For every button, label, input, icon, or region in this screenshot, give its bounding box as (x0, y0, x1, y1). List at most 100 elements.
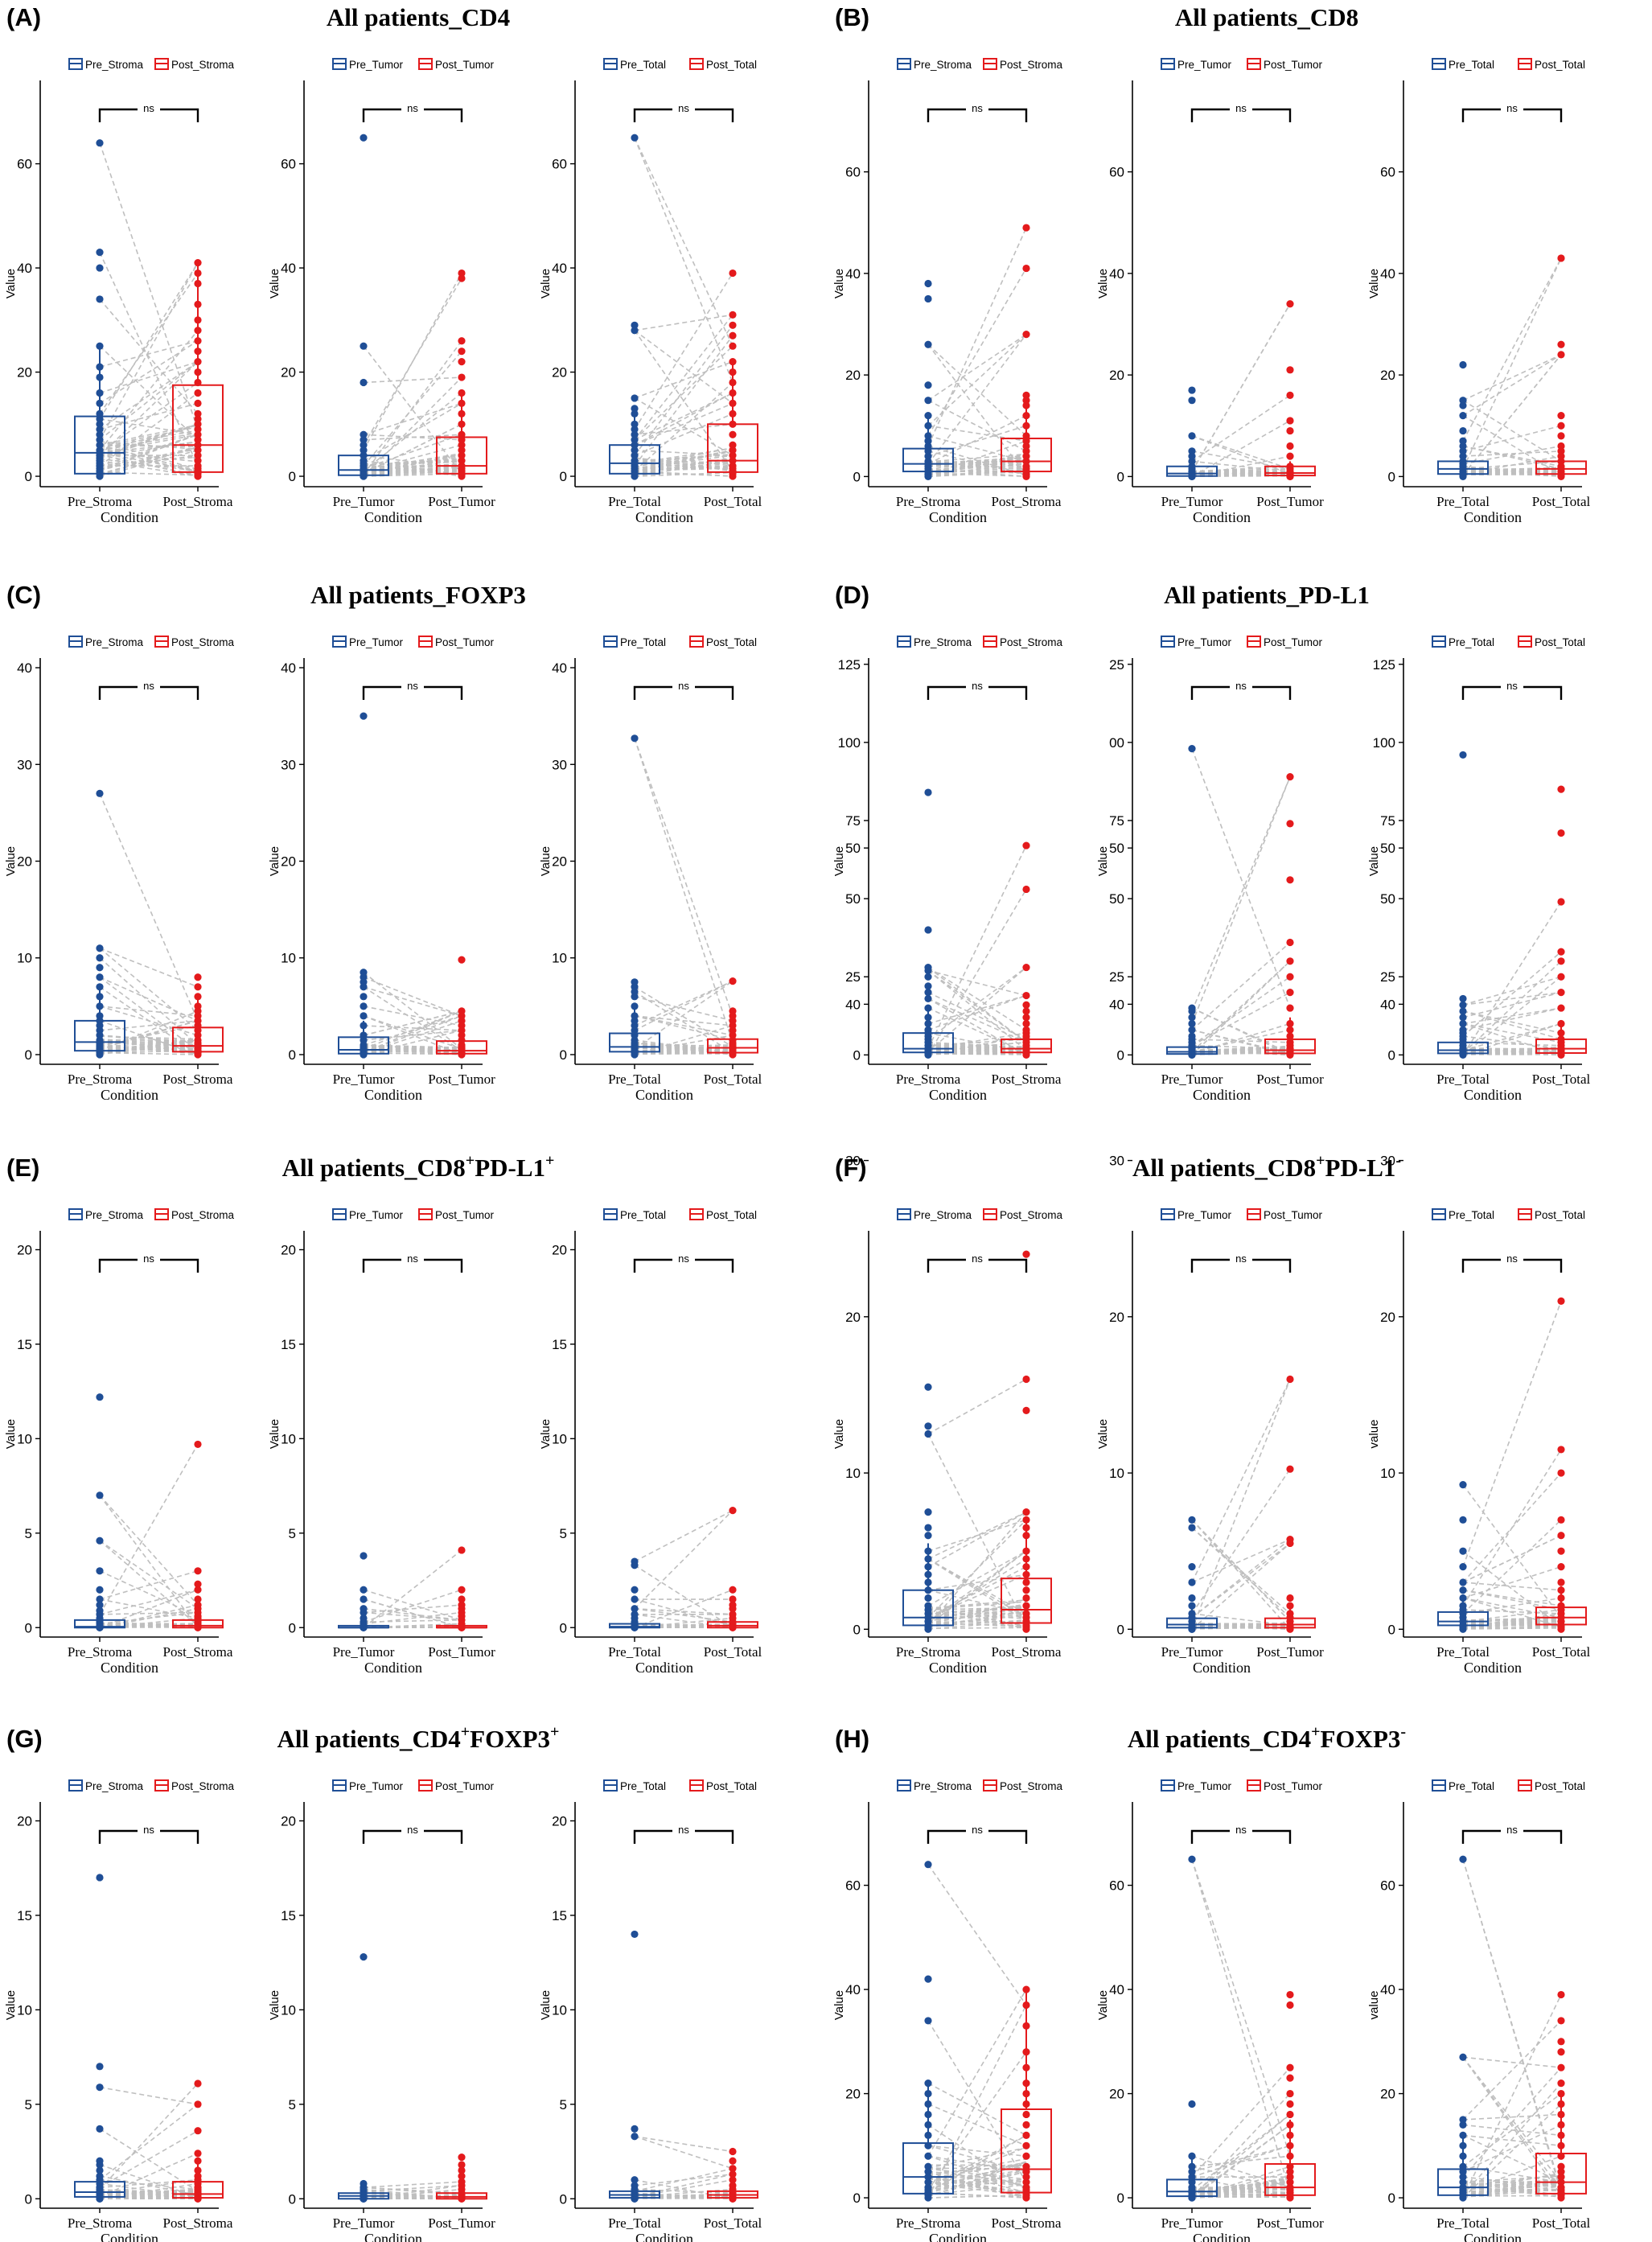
data-point (1188, 2183, 1196, 2191)
y-tick-label: 20 (1380, 368, 1395, 383)
subchart: Pre_Total Post_Total 0 20 40 60 Pre_Total Post_… (1367, 58, 1591, 525)
data-point (924, 2173, 932, 2181)
data-point (729, 1601, 737, 1609)
data-point (1557, 1532, 1565, 1540)
y-tick-label: 0 (1117, 1622, 1124, 1637)
significance-bracket: ns (362, 1253, 463, 1273)
legend: Pre_Tumor Post_Tumor (1161, 58, 1323, 71)
data-point (194, 337, 202, 345)
data-point (194, 420, 202, 428)
data-point (194, 1595, 202, 1603)
y-tick-label: 0 (289, 2191, 296, 2207)
panel-title: All patients_CD8 (1175, 3, 1358, 31)
legend-item: Post_Stroma (983, 1208, 1063, 1221)
data-point (1286, 2141, 1294, 2149)
paired-line (363, 402, 462, 462)
legend-item: Post_Stroma (983, 1779, 1063, 1792)
data-point (360, 1022, 368, 1030)
x-axis-title: Condition (101, 2231, 158, 2242)
data-point (1188, 2100, 1196, 2108)
points-pre (631, 734, 639, 1059)
points-post (1557, 1297, 1565, 1633)
legend-label: Post_Total (706, 1209, 757, 1221)
data-point (194, 269, 202, 278)
paired-line (99, 361, 199, 456)
data-point (1022, 2183, 1030, 2191)
y-axis-title: Value (268, 1990, 281, 2020)
legend: Pre_Stroma Post_Stroma (68, 636, 235, 648)
paired-line (927, 966, 1027, 1053)
significance-label: ns (678, 102, 689, 114)
significance-label: ns (407, 680, 418, 692)
y-tick-label: 0 (25, 1047, 32, 1063)
data-point (194, 2149, 202, 2158)
data-point (194, 1440, 202, 1449)
paired-lines (1462, 257, 1562, 477)
data-point (194, 358, 202, 366)
data-point (458, 269, 466, 278)
y-tick-label: 20 (281, 365, 296, 381)
y-tick-label: 20 (552, 1242, 567, 1257)
paired-lines (99, 1444, 199, 1629)
data-point (924, 294, 932, 303)
data-point (1557, 254, 1565, 262)
paired-line (363, 345, 462, 475)
y-tick-label: 10 (845, 1466, 861, 1481)
y-tick-label: 0 (289, 1620, 296, 1635)
data-point (194, 2172, 202, 2180)
data-point (1022, 2048, 1030, 2056)
data-point (1286, 2168, 1294, 2176)
x-tick-label: Post_Tumor (428, 494, 495, 509)
data-point (1459, 457, 1467, 466)
paired-line (99, 1570, 199, 1617)
data-point (1557, 2038, 1565, 2046)
data-point (1188, 2178, 1196, 2186)
legend: Pre_Tumor Post_Tumor (332, 636, 495, 648)
legend-item: Post_Stroma (154, 636, 235, 648)
panel-label: (A) (6, 3, 41, 31)
subchart: Pre_Total Post_Total 0 10 20 30 40 Pre_Total Pos… (539, 636, 762, 1103)
x-tick-label: Post_Tumor (1256, 2215, 1324, 2231)
data-point (1459, 1855, 1467, 1863)
significance-label: ns (972, 1253, 983, 1265)
data-point (96, 944, 104, 952)
x-tick-label: Post_Total (704, 1644, 762, 1660)
data-point (924, 1578, 932, 1586)
paired-line (927, 343, 1027, 437)
panel-title: All patients_PD-L1 (1164, 581, 1370, 609)
data-point (631, 327, 639, 335)
data-point (96, 954, 104, 962)
data-point (1459, 2131, 1467, 2139)
data-point (1459, 2121, 1467, 2129)
paired-line (1191, 303, 1291, 472)
data-point (1022, 422, 1030, 430)
data-point (729, 269, 737, 278)
data-point (96, 409, 104, 418)
data-point (729, 331, 737, 339)
data-point (194, 327, 202, 335)
data-point (1286, 773, 1294, 781)
data-point (924, 340, 932, 348)
data-point (924, 2100, 932, 2108)
x-tick-label: Post_Stroma (163, 1644, 233, 1660)
y-tick-label: 60 (1380, 1878, 1395, 1894)
y-tick-label: 20 (1109, 2087, 1124, 2102)
paired-lines (363, 972, 462, 1055)
data-point (924, 1586, 932, 1594)
bracket-gap (1230, 103, 1252, 114)
legend: Pre_Stroma Post_Stroma (897, 1779, 1063, 1792)
data-point (1459, 401, 1467, 409)
paired-line (99, 471, 199, 476)
legend-item: Post_Total (689, 636, 757, 648)
data-point (924, 2152, 932, 2160)
data-point (631, 1002, 639, 1010)
y-tick-label: 75 (1109, 813, 1124, 829)
y-axis-title: Value (1096, 1990, 1110, 2020)
y-tick-label: 40 (1380, 1982, 1395, 1997)
paired-line (927, 1046, 1027, 1049)
significance-bracket: ns (362, 680, 463, 700)
paired-line (99, 262, 199, 420)
data-point (1286, 2100, 1294, 2108)
paired-line (1462, 1010, 1562, 1040)
legend-label: Pre_Tumor (349, 1780, 404, 1792)
